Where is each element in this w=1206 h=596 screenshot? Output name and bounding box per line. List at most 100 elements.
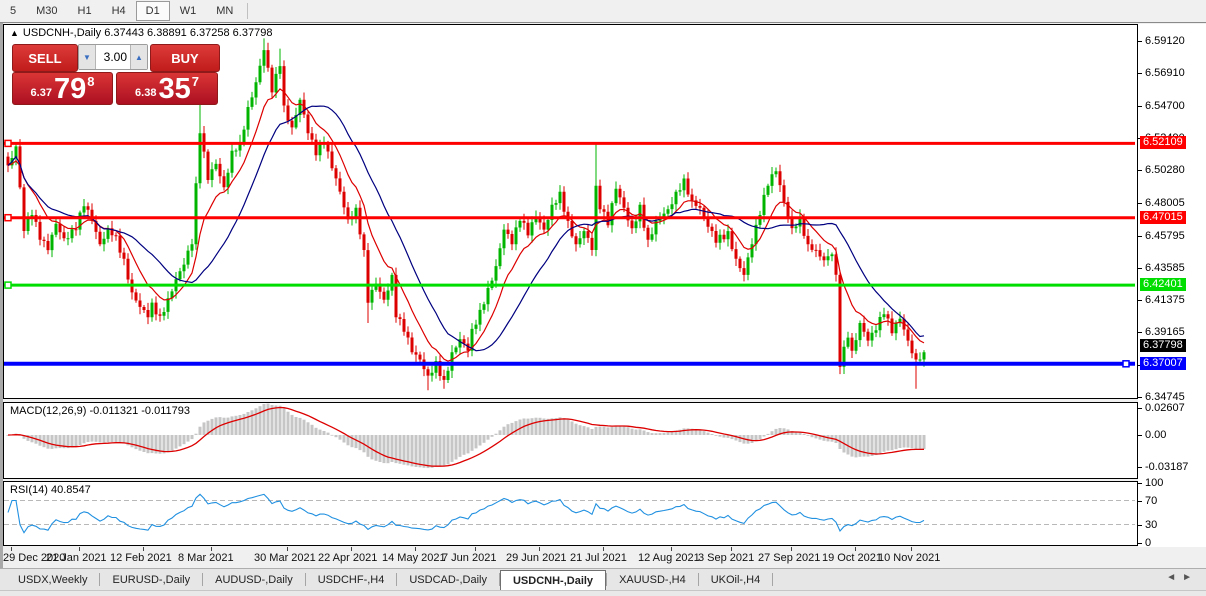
tab-separator (396, 573, 398, 586)
date-tick-mark (11, 547, 12, 551)
price-axis-label: 6.34745 (1145, 391, 1185, 403)
sell-price-button[interactable]: 6.37 79 8 (12, 72, 113, 105)
macd-pane[interactable]: MACD(12,26,9) -0.011321 -0.011793 (3, 402, 1138, 479)
timeframe-button-h1[interactable]: H1 (77, 5, 92, 17)
toolbar-separator (247, 3, 249, 19)
axis-tick-mark (1138, 332, 1142, 333)
chart-tab-usdchf-[interactable]: USDCHF-,H4 (317, 573, 385, 586)
timeframe-toolbar: 5 M30 H1 H4 D1 W1 MN (0, 0, 1206, 23)
hline-price-chip: 6.42401 (1140, 278, 1186, 291)
chart-tab-eurusd-[interactable]: EURUSD-,Daily (112, 573, 191, 586)
sell-price-main: 79 (53, 73, 87, 105)
tab-separator (697, 573, 699, 586)
symbol-name: USDCNH-,Daily (22, 27, 102, 39)
axis-tick-mark (1138, 543, 1142, 544)
rsi-axis-label: 70 (1145, 495, 1158, 507)
ohlc-values: 6.37443 6.38891 6.37258 6.37798 (104, 27, 273, 39)
price-axis-label: 6.43585 (1145, 262, 1185, 274)
axis-tick-mark (1138, 268, 1142, 269)
price-axis-label: 6.59120 (1145, 35, 1185, 47)
timeframe-button-5[interactable]: 5 (10, 5, 17, 17)
volume-decrease-icon[interactable]: ▼ (79, 45, 95, 69)
price-axis-label: 6.50280 (1145, 164, 1185, 176)
date-axis-label: 29 Jun 2021 (506, 552, 567, 564)
macd-axis-label: 0.00 (1145, 429, 1167, 441)
macd-canvas (6, 403, 926, 469)
date-tick-mark (855, 547, 856, 551)
tab-separator (304, 573, 306, 586)
volume-input[interactable]: 3.00 (95, 45, 131, 69)
timeframe-button-h4[interactable]: H4 (111, 5, 126, 17)
date-tick-mark (79, 547, 80, 551)
hline-price-chip: 6.52109 (1140, 136, 1186, 149)
tab-separator (99, 573, 101, 586)
date-tick-mark (287, 547, 288, 551)
chart-tab-bar: USDX,Weekly EURUSD-,Daily AUDUSD-,Daily USD… (0, 568, 1206, 590)
volume-increase-icon[interactable]: ▲ (131, 45, 147, 69)
price-axis-label: 6.54700 (1145, 100, 1185, 112)
rsi-axis-label: 30 (1145, 519, 1158, 531)
rsi-axis-label: 100 (1145, 477, 1164, 489)
axis-tick-mark (1138, 41, 1142, 42)
macd-axis-label: 0.02607 (1145, 402, 1185, 414)
tab-scroll-left-icon[interactable]: ◄ (1166, 572, 1183, 583)
volume-spinner: ▼ 3.00 ▲ (78, 44, 148, 70)
current-price-chip: 6.37798 (1140, 339, 1186, 352)
timeframe-button-d1[interactable]: D1 (135, 1, 170, 21)
date-axis-label: 10 Nov 2021 (878, 552, 941, 564)
buy-price-prefix: 6.38 (135, 87, 157, 99)
date-axis-label: 12 Feb 2021 (110, 552, 172, 564)
candlestick-canvas[interactable] (4, 25, 1135, 396)
buy-price-button[interactable]: 6.38 35 7 (116, 72, 218, 105)
chart-tab-usdcad-[interactable]: USDCAD-,Daily (409, 573, 487, 586)
rsi-canvas (4, 493, 1135, 534)
date-tick-mark (791, 547, 792, 551)
collapse-triangle-icon[interactable]: ▲ (10, 28, 19, 38)
price-axis-label: 6.45795 (1145, 230, 1185, 242)
date-axis-label: 7 Jun 2021 (442, 552, 497, 564)
tab-separator (498, 573, 500, 586)
axis-tick-mark (1138, 170, 1142, 171)
axis-tick-mark (1138, 467, 1142, 468)
axis-tick-mark (1138, 203, 1142, 204)
date-axis-label: 22 Apr 2021 (318, 552, 378, 564)
axis-tick-mark (1138, 236, 1142, 237)
price-axis-label: 6.39165 (1145, 326, 1185, 338)
price-axis[interactable]: 6.591206.569106.547006.524906.502806.480… (1138, 24, 1206, 549)
price-axis-label: 6.56910 (1145, 67, 1185, 79)
sell-price-prefix: 6.37 (30, 87, 52, 99)
chart-tab-xauusd-[interactable]: XAUUSD-,H4 (619, 573, 686, 586)
chart-tab-audusd-[interactable]: AUDUSD-,Daily (215, 573, 293, 586)
rsi-label: RSI(14) 40.8547 (10, 484, 91, 496)
rsi-pane[interactable]: RSI(14) 40.8547 (3, 481, 1138, 546)
tab-scroll-arrows[interactable]: ◄► (1166, 572, 1198, 583)
tab-scroll-right-icon[interactable]: ► (1182, 572, 1198, 583)
chart-tab-ukoil-[interactable]: UKOil-,H4 (710, 573, 761, 586)
timeframe-button-m30[interactable]: M30 (36, 5, 58, 17)
timeframe-button-w1[interactable]: W1 (179, 5, 197, 17)
axis-tick-mark (1138, 501, 1142, 502)
axis-tick-mark (1138, 73, 1142, 74)
timeframe-button-mn[interactable]: MN (216, 5, 234, 17)
buy-button[interactable]: BUY (150, 44, 220, 72)
bottom-edge (0, 590, 1206, 596)
axis-tick-mark (1138, 106, 1142, 107)
chart-tab-usdcnh-[interactable]: USDCNH-,Daily (499, 570, 607, 590)
price-axis-label: 6.41375 (1145, 294, 1185, 306)
date-tick-mark (143, 547, 144, 551)
date-tick-mark (211, 547, 212, 551)
sell-button[interactable]: SELL (12, 44, 78, 72)
axis-tick-mark (1138, 408, 1142, 409)
axis-tick-mark (1138, 525, 1142, 526)
macd-label: MACD(12,26,9) -0.011321 -0.011793 (10, 405, 190, 417)
tab-separator (202, 573, 204, 586)
chart-title: ▲ USDCNH-,Daily 6.37443 6.38891 6.37258 6… (10, 27, 272, 39)
hline-price-chip: 6.47015 (1140, 211, 1186, 224)
date-axis-label: 19 Oct 2021 (822, 552, 882, 564)
chart-tab-usdx[interactable]: USDX,Weekly (18, 573, 88, 586)
date-axis[interactable]: 29 Dec 2020 21 Jan 2021 12 Feb 2021 8 Mar 2… (3, 547, 1136, 567)
axis-tick-mark (1138, 435, 1142, 436)
tab-separator (772, 573, 774, 586)
axis-tick-mark (1138, 397, 1142, 398)
axis-tick-mark (1138, 300, 1142, 301)
